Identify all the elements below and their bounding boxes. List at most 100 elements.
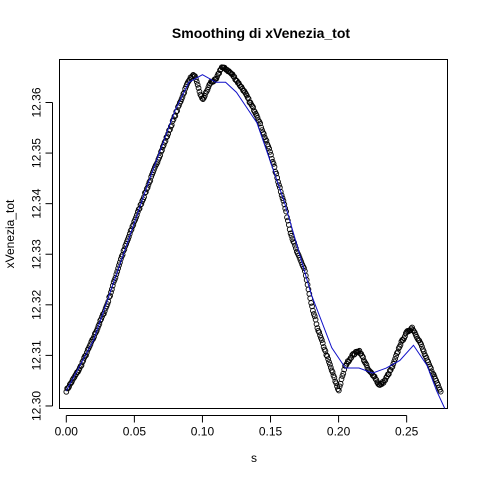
data-point: [361, 359, 368, 365]
data-point: [322, 348, 329, 354]
data-point: [418, 341, 424, 347]
data-point: [284, 214, 290, 221]
x-tick-label: 0.00: [55, 425, 79, 439]
data-point: [335, 387, 342, 394]
data-point: [309, 303, 315, 310]
data-point: [168, 123, 174, 130]
data-point: [319, 340, 326, 346]
data-point: [200, 96, 206, 102]
data-point: [311, 313, 318, 320]
data-point: [437, 388, 444, 395]
data-point: [267, 149, 273, 155]
data-point: [213, 75, 220, 82]
data-point: [249, 103, 256, 109]
data-point: [154, 159, 161, 166]
data-point: [310, 307, 316, 314]
data-point: [162, 138, 169, 144]
x-tick-label: 0.15: [259, 425, 283, 439]
data-point: [244, 94, 251, 101]
x-axis: 0.00 0.05 0.10 0.15 0.20 0.25: [55, 415, 419, 439]
data-point: [340, 370, 347, 377]
data-point: [308, 300, 314, 306]
data-point: [397, 342, 404, 348]
x-tick-label: 0.10: [191, 425, 215, 439]
data-point: [263, 137, 270, 144]
data-point: [96, 321, 103, 327]
x-axis-label: s: [251, 451, 257, 465]
y-axis: 12.30 12.31 12.32 12.33 12.34 12.35 12.36: [30, 87, 53, 421]
data-point: [180, 90, 187, 97]
data-point: [204, 86, 211, 93]
data-point: [390, 361, 397, 367]
data-point: [435, 381, 441, 388]
data-point: [316, 329, 323, 336]
y-tick-label: 12.32: [30, 289, 44, 319]
data-point: [112, 274, 119, 281]
data-point: [425, 359, 432, 365]
data-point: [255, 117, 262, 124]
data-point: [134, 212, 140, 218]
data-point: [360, 354, 366, 361]
data-point: [236, 82, 243, 89]
data-point: [232, 76, 239, 83]
data-point: [317, 332, 323, 339]
data-point: [336, 383, 343, 390]
y-axis-label: xVenezia_tot: [3, 199, 17, 268]
data-point: [329, 369, 336, 376]
y-tick-label: 12.36: [30, 87, 44, 117]
data-point: [130, 221, 137, 228]
data-points: [63, 64, 444, 395]
x-tick-label: 0.25: [395, 425, 419, 439]
data-point: [257, 120, 264, 127]
chart-title: Smoothing di xVenezia_tot: [172, 25, 350, 41]
data-point: [356, 347, 363, 354]
data-point: [324, 353, 331, 360]
data-point: [312, 316, 319, 323]
data-point: [72, 372, 79, 379]
x-tick-label: 0.05: [123, 425, 147, 439]
data-point: [164, 133, 171, 140]
plot-frame: [59, 59, 448, 409]
y-tick-label: 12.30: [30, 391, 44, 421]
data-point: [193, 78, 200, 85]
data-point: [338, 376, 345, 382]
data-point: [273, 170, 280, 177]
data-point: [419, 343, 425, 350]
data-point: [327, 361, 333, 368]
data-point: [372, 376, 379, 382]
data-point: [98, 316, 105, 323]
data-point: [114, 268, 121, 275]
smooth-curve-layer: [65, 74, 446, 409]
data-point: [80, 357, 87, 364]
data-point: [70, 375, 77, 382]
data-point: [266, 145, 272, 152]
data-point: [195, 85, 202, 91]
data-point: [420, 348, 427, 355]
data-point: [133, 214, 139, 221]
data-point: [363, 362, 370, 368]
data-point: [181, 89, 188, 96]
data-point: [319, 337, 325, 343]
data-point: [173, 108, 180, 115]
data-point: [194, 81, 201, 88]
data-point: [260, 131, 267, 137]
data-point: [326, 359, 332, 365]
data-point: [159, 147, 165, 154]
data-point: [325, 356, 331, 362]
data-point: [392, 356, 398, 362]
data-point: [313, 321, 320, 328]
smooth-curve: [65, 74, 446, 409]
y-tick-label: 12.35: [30, 138, 44, 168]
data-point: [394, 349, 401, 355]
data-point: [277, 188, 284, 195]
data-point: [381, 377, 388, 384]
data-point: [83, 352, 89, 359]
data-point: [386, 367, 393, 374]
data-point: [93, 327, 100, 334]
data-point: [383, 374, 390, 381]
data-point: [113, 271, 120, 278]
data-point: [327, 364, 334, 371]
x-tick-label: 0.20: [327, 425, 351, 439]
data-point: [202, 90, 209, 96]
